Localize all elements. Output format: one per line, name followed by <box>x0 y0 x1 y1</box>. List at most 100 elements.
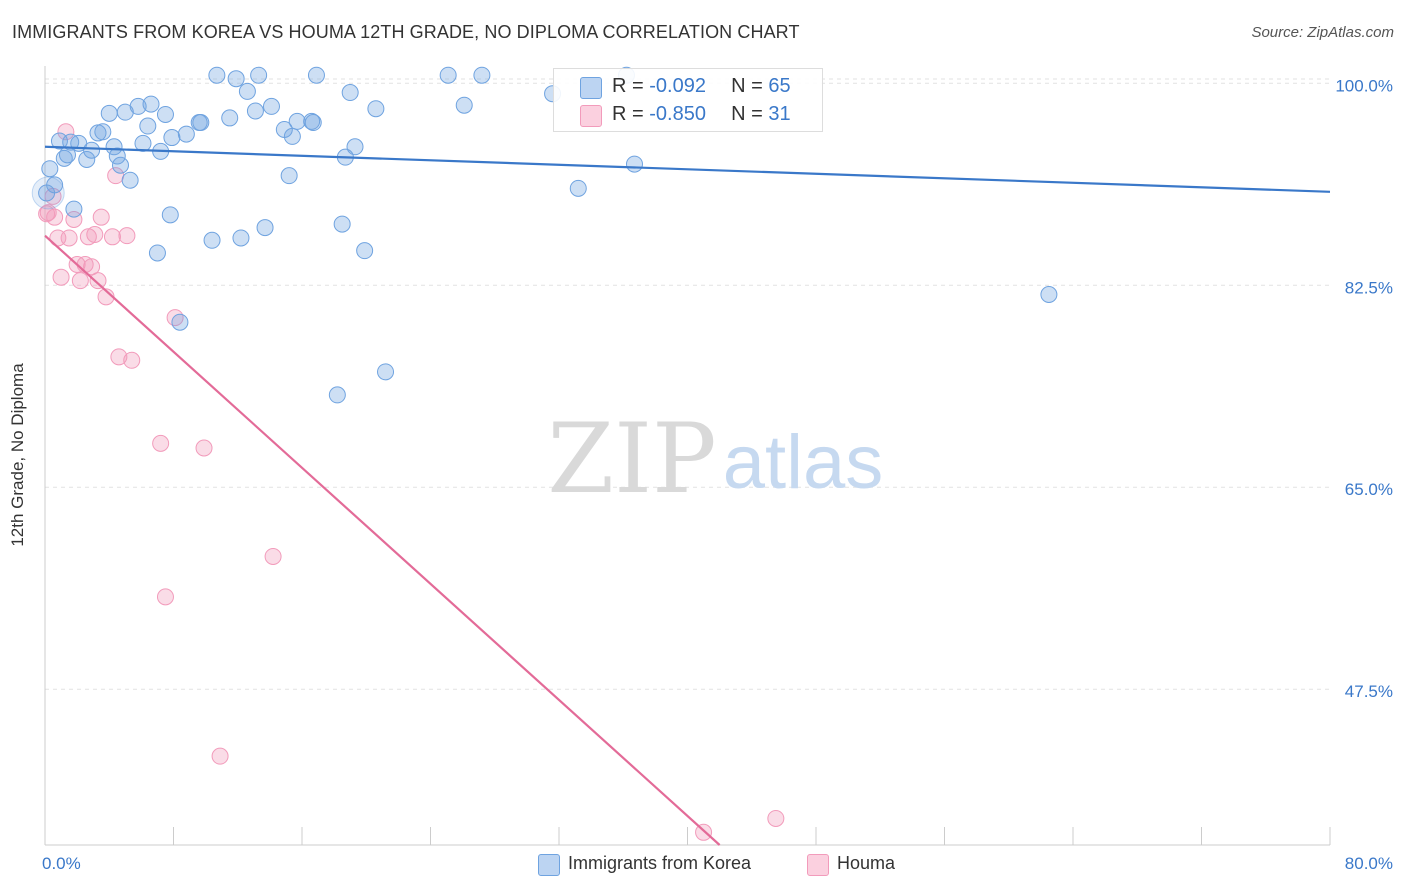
korea-n-label: N = <box>731 75 769 97</box>
houma-point <box>86 225 104 243</box>
houma-n-label: N = <box>731 103 769 125</box>
legend-houma-label: Houma <box>837 853 896 873</box>
houma-n-value: 31 <box>768 103 791 125</box>
houma-point <box>57 123 75 141</box>
korea-point <box>227 70 245 88</box>
korea-point <box>569 179 587 197</box>
y-tick-label: 65.0% <box>1345 480 1393 499</box>
korea-point <box>161 206 179 224</box>
houma-point <box>195 439 213 457</box>
watermark-atlas: atlas <box>723 420 884 505</box>
korea-point <box>192 114 210 132</box>
grid-lines <box>45 78 1330 690</box>
legend-houma-swatch <box>807 854 829 876</box>
korea-point <box>148 244 166 262</box>
houma-point <box>103 228 121 246</box>
x-tick-label: 0.0% <box>42 854 81 873</box>
korea-point <box>256 219 274 237</box>
korea-point <box>78 150 96 168</box>
korea-point <box>121 171 139 189</box>
korea-point <box>328 386 346 404</box>
korea-point <box>304 114 322 132</box>
houma-point <box>152 434 170 452</box>
korea-point <box>238 82 256 100</box>
korea-point <box>283 127 301 145</box>
korea-point <box>111 156 129 174</box>
korea-point <box>171 313 189 331</box>
korea-point <box>208 66 226 84</box>
chart-title: IMMIGRANTS FROM KOREA VS HOUMA 12TH GRAD… <box>12 22 800 42</box>
korea-point <box>129 97 147 115</box>
legend-korea-label: Immigrants from Korea <box>568 853 752 873</box>
korea-point <box>262 97 280 115</box>
source-label: Source: ZipAtlas.com <box>1251 24 1394 41</box>
korea-point <box>134 134 152 152</box>
houma-point <box>52 268 70 286</box>
korea-point <box>625 155 643 173</box>
korea-point <box>38 184 56 202</box>
korea-trend-line <box>44 145 1331 193</box>
korea-point <box>333 215 351 233</box>
y-tick-label: 47.5% <box>1345 682 1393 701</box>
korea-r-value: -0.092 <box>649 75 706 97</box>
korea-point <box>177 125 195 143</box>
houma-point <box>71 272 89 290</box>
korea-point <box>139 117 157 135</box>
houma-points <box>38 123 785 841</box>
houma-point <box>110 348 128 366</box>
korea-point <box>250 66 268 84</box>
houma-trend-line <box>44 234 721 846</box>
korea-point <box>439 66 457 84</box>
korea-point <box>288 112 306 130</box>
korea-point <box>163 129 181 147</box>
korea-point <box>246 102 264 120</box>
korea-n-value: 65 <box>768 75 791 97</box>
korea-points <box>31 66 1058 404</box>
y-tick-label: 100.0% <box>1335 76 1393 95</box>
houma-point <box>264 547 282 565</box>
legend-korea-swatch <box>538 854 560 876</box>
houma-r-value: -0.850 <box>649 103 706 125</box>
korea-point <box>346 138 364 156</box>
korea-r-label: R = <box>612 75 650 97</box>
houma-r-label: R = <box>612 103 650 125</box>
korea-point <box>232 229 250 247</box>
korea-point <box>55 149 73 167</box>
korea-point <box>367 100 385 118</box>
korea-point <box>221 109 239 127</box>
houma-point <box>60 229 78 247</box>
korea-point <box>341 84 359 102</box>
korea-point <box>377 363 395 381</box>
korea-point <box>83 141 101 159</box>
korea-point <box>65 200 83 218</box>
houma-swatch <box>580 105 602 127</box>
houma-point <box>79 228 97 246</box>
trend-lines <box>44 145 1331 846</box>
korea-point <box>156 105 174 123</box>
korea-point <box>356 242 374 260</box>
houma-point <box>92 208 110 226</box>
korea-point <box>142 95 160 113</box>
korea-point <box>94 123 112 141</box>
korea-point <box>108 147 126 165</box>
korea-point <box>455 96 473 114</box>
watermark-zip: ZIP <box>547 403 716 515</box>
houma-point <box>123 351 141 369</box>
houma-point <box>767 809 785 827</box>
houma-point <box>211 747 229 765</box>
watermark: ZIP atlas <box>547 403 883 515</box>
korea-point <box>203 231 221 249</box>
houma-point <box>83 258 101 276</box>
stats-legend: R = -0.092 N = 65 R = -0.850 N = 31 <box>553 68 823 132</box>
korea-point <box>473 66 491 84</box>
korea-point <box>100 104 118 122</box>
korea-point <box>307 66 325 84</box>
houma-point <box>118 227 136 245</box>
y-tick-label: 82.5% <box>1345 278 1393 297</box>
x-tick-label: 80.0% <box>1345 854 1393 873</box>
houma-point <box>156 588 174 606</box>
korea-cluster-point <box>31 176 65 210</box>
korea-swatch <box>580 77 602 99</box>
tick-labels: 100.0% 82.5% 65.0% 47.5% 0.0% 80.0% <box>42 76 1393 873</box>
